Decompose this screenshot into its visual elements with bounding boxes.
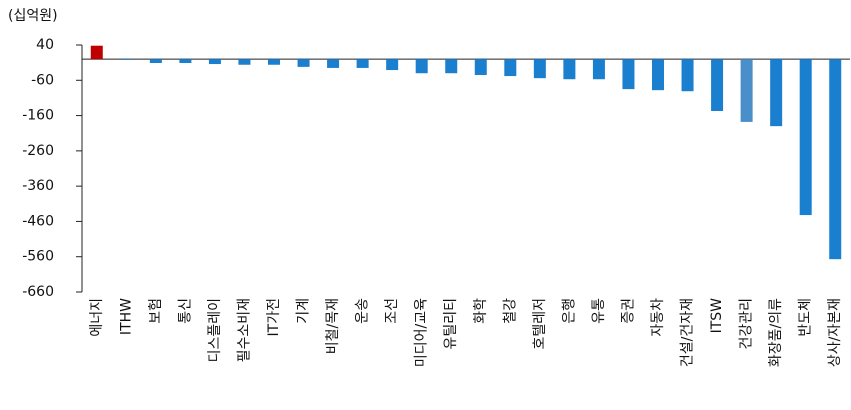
y-tick-label: -260 bbox=[22, 143, 54, 159]
bar bbox=[533, 59, 546, 79]
x-tick-label: 필수소비재 bbox=[236, 298, 252, 362]
x-tick-label: 화장품/의류 bbox=[768, 298, 784, 367]
x-tick-label: 기계 bbox=[296, 298, 312, 324]
bar bbox=[474, 59, 487, 75]
bar bbox=[445, 59, 458, 74]
x-tick-label: 증권 bbox=[620, 298, 636, 324]
x-tick-label: 자동차 bbox=[650, 298, 666, 337]
bar bbox=[740, 59, 753, 122]
bar bbox=[90, 45, 103, 60]
x-tick-label: 유통 bbox=[591, 298, 607, 324]
x-tick-label: 반도체 bbox=[798, 298, 814, 337]
y-tick-label: -60 bbox=[31, 72, 54, 88]
y-tick-label: -160 bbox=[22, 108, 54, 124]
x-tick-label: 보험 bbox=[148, 298, 164, 324]
unit-label: (십억원) bbox=[8, 8, 58, 24]
bar bbox=[327, 59, 340, 68]
bar bbox=[563, 59, 576, 80]
x-tick-label: 철강 bbox=[502, 298, 518, 324]
bar bbox=[592, 59, 605, 80]
bar bbox=[770, 59, 783, 127]
bar bbox=[208, 59, 221, 65]
x-tick-label: 디스플레이 bbox=[207, 298, 223, 362]
x-tick-label: 미디어/교육 bbox=[414, 298, 430, 367]
bar bbox=[415, 59, 428, 74]
x-tick-label: 운송 bbox=[355, 298, 371, 324]
x-tick-label: 화학 bbox=[473, 298, 489, 324]
bar bbox=[149, 59, 162, 63]
y-tick-label: -560 bbox=[22, 249, 54, 265]
x-tick-label: 건설/건자재 bbox=[680, 298, 696, 367]
x-tick-label: 호텔레저 bbox=[532, 298, 548, 350]
bar bbox=[504, 59, 517, 77]
bar bbox=[711, 59, 724, 111]
x-tick-label: 통신 bbox=[177, 298, 193, 324]
bar bbox=[179, 59, 192, 63]
x-tick-label: IT가전 bbox=[266, 298, 282, 336]
bar bbox=[297, 59, 310, 67]
bar bbox=[120, 59, 133, 60]
y-tick-label: -660 bbox=[22, 284, 54, 300]
x-tick-label: 은행 bbox=[561, 298, 577, 324]
bar bbox=[622, 59, 635, 90]
bar bbox=[356, 59, 369, 68]
x-tick-label: ITHW bbox=[118, 298, 134, 335]
bar bbox=[238, 59, 251, 65]
bar bbox=[268, 59, 280, 65]
y-tick-label: -460 bbox=[22, 213, 54, 229]
x-tick-label: 에너지 bbox=[89, 298, 105, 337]
y-tick-label: -360 bbox=[22, 178, 54, 194]
bar bbox=[386, 59, 399, 71]
x-tick-label: 건강관리 bbox=[739, 298, 755, 350]
bar bbox=[829, 59, 842, 260]
bar bbox=[799, 59, 812, 216]
bar bbox=[681, 59, 694, 92]
x-tick-label: 조선 bbox=[384, 298, 400, 324]
x-tick-label: ITSW bbox=[709, 298, 725, 334]
bar bbox=[652, 59, 664, 91]
x-tick-label: 상사/자본재 bbox=[827, 298, 843, 367]
x-tick-label: 유틸리티 bbox=[443, 298, 459, 350]
y-tick-label: 40 bbox=[36, 37, 54, 53]
x-tick-label: 비철/목재 bbox=[325, 298, 341, 354]
